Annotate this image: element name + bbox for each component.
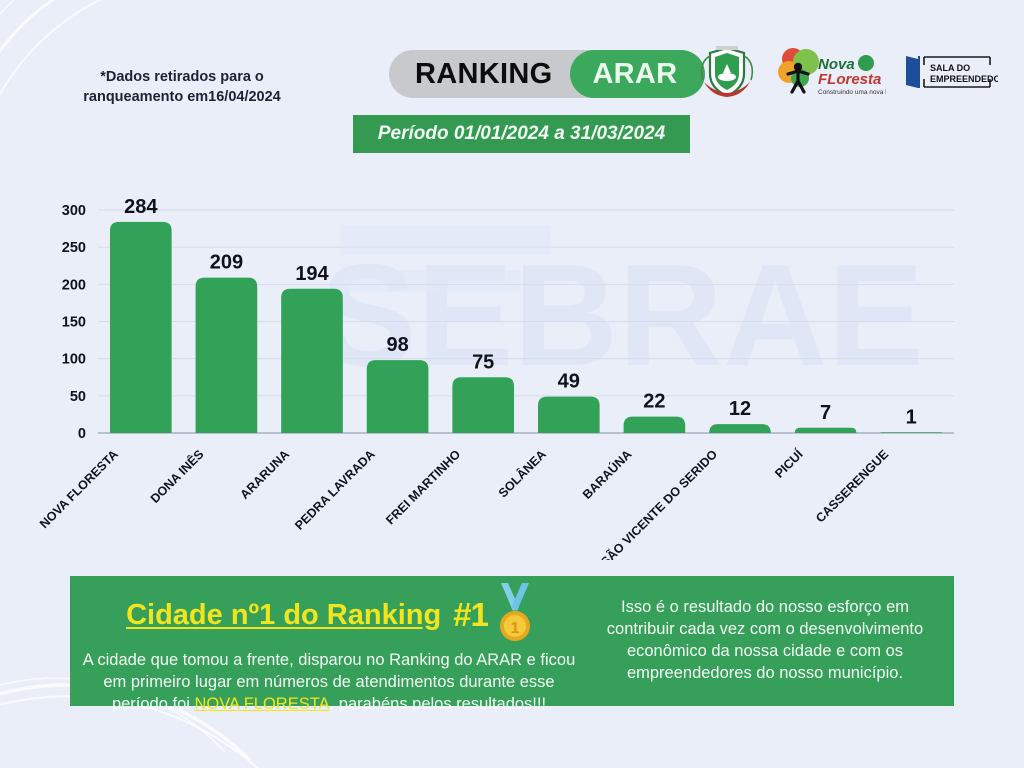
y-axis-tick-label: 0 xyxy=(78,426,86,442)
banner-body-pre: A cidade que tomou a frente, disparou no… xyxy=(82,651,576,713)
x-axis-category-label: BARAÚNA xyxy=(579,447,634,502)
svg-text:1: 1 xyxy=(510,620,519,637)
bar-value-label: 284 xyxy=(124,196,158,218)
bar xyxy=(109,221,172,433)
x-axis-category-label: FREI MARTINHO xyxy=(383,447,463,527)
banner-right: Isso é o resultado do nosso esforço em c… xyxy=(586,576,954,706)
x-axis-category-label: CASSERENGUE xyxy=(813,447,891,525)
banner-body: A cidade que tomou a frente, disparou no… xyxy=(78,650,580,715)
y-axis-tick-label: 50 xyxy=(70,389,86,405)
bar-value-label: 49 xyxy=(558,371,580,393)
bar xyxy=(452,377,515,433)
banner-left: Cidade nº1 do Ranking #1 1 A cidade que … xyxy=(70,576,586,713)
svg-text:Construindo uma nova história: Construindo uma nova história xyxy=(818,89,886,96)
bar-value-label: 7 xyxy=(820,402,831,424)
y-axis-tick-label: 250 xyxy=(62,240,86,256)
rank-one-label: #1 xyxy=(453,596,489,633)
x-axis-category-label: PEDRA LAVRADA xyxy=(292,447,378,533)
bar-value-label: 75 xyxy=(472,351,494,373)
bar-value-label: 22 xyxy=(643,391,665,413)
ranking-title-pill: RANKING ARAR xyxy=(389,50,706,98)
bar xyxy=(366,360,429,433)
sala-do-empreendedor-logo: SALA DO EMPREENDEDOR xyxy=(906,56,998,88)
bar xyxy=(709,424,771,433)
banner-title: Cidade nº1 do Ranking xyxy=(126,598,442,631)
bar-value-label: 209 xyxy=(210,252,243,274)
bar xyxy=(281,288,343,433)
logo-strip: Nova FLoresta Construindo uma nova histó… xyxy=(694,44,998,100)
x-axis-category-label: DONA INÊS xyxy=(147,447,206,506)
period-banner: Período 01/01/2024 a 31/03/2024 xyxy=(353,115,690,153)
x-axis-category-label: NOVA FLORESTA xyxy=(37,447,121,531)
x-axis-category-label: PICUÍ xyxy=(772,446,807,481)
x-axis-category-label: ARARUNA xyxy=(238,447,293,502)
brasao-nova-floresta-icon xyxy=(700,46,754,98)
banner-body-highlight: NOVA FLORESTA xyxy=(194,694,330,713)
arar-label: ARAR xyxy=(570,50,706,98)
ranking-label: RANKING xyxy=(415,57,553,90)
y-axis-tick-label: 100 xyxy=(62,352,86,368)
svg-text:SALA DO: SALA DO xyxy=(930,63,970,73)
ranking-bar-chart: 0 50 100 150 200 250 300 284 NOVA FLORESTA 209 DON… xyxy=(37,196,954,560)
svg-text:Nova: Nova xyxy=(818,56,855,73)
bar xyxy=(623,416,686,433)
bar-value-label: 194 xyxy=(295,263,329,285)
bar xyxy=(880,432,943,433)
x-axis-category-label: SOLÂNEA xyxy=(495,447,549,501)
banner-right-text: Isso é o resultado do nosso esforço em c… xyxy=(606,598,924,682)
svg-text:FLoresta: FLoresta xyxy=(818,71,881,88)
bar-value-label: 12 xyxy=(729,398,751,420)
gold-medal-icon: 1 xyxy=(499,583,530,641)
svg-text:EMPREENDEDOR: EMPREENDEDOR xyxy=(930,74,998,84)
bar xyxy=(537,396,600,433)
bar xyxy=(794,427,857,433)
data-source-note: *Dados retirados para o ranqueamento em1… xyxy=(83,69,281,105)
bar-value-label: 98 xyxy=(386,334,408,356)
highlight-banner: Cidade nº1 do Ranking #1 1 A cidade que … xyxy=(70,576,954,713)
banner-title-row: Cidade nº1 do Ranking #1 1 xyxy=(78,583,580,645)
bar xyxy=(195,277,258,433)
y-axis-tick-label: 150 xyxy=(62,315,86,331)
y-axis-tick-label: 200 xyxy=(62,277,86,293)
nova-floresta-logo: Nova FLoresta Construindo uma nova histó… xyxy=(778,48,886,96)
banner-body-post: . parabéns pelos resultados!!! xyxy=(329,694,547,713)
y-axis-tick-label: 300 xyxy=(62,203,86,219)
bar-value-label: 1 xyxy=(906,406,917,428)
